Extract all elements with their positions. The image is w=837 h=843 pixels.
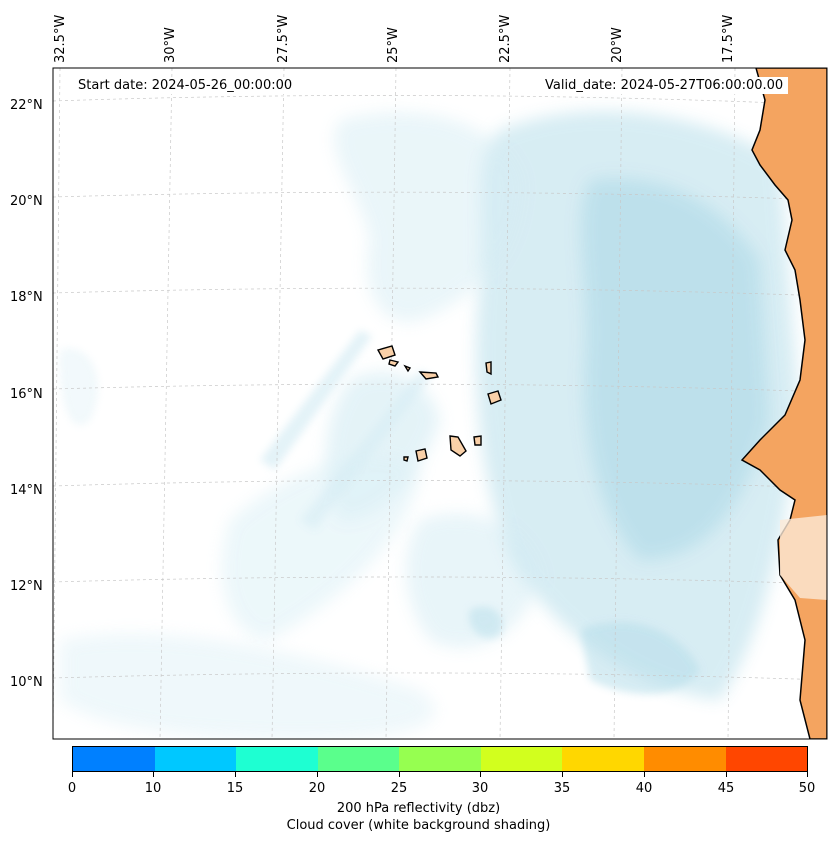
colorbar [72, 746, 808, 772]
colorbar-title: 200 hPa reflectivity (dbz) [336, 801, 501, 816]
graticule [53, 68, 827, 739]
lat-label: 10°N [10, 675, 43, 690]
lat-label: 22°N [10, 98, 43, 113]
colorbar-tick [644, 772, 645, 777]
colorbar-tick-label: 10 [144, 781, 162, 796]
lat-label: 20°N [10, 194, 43, 209]
colorbar-tick-label: 50 [798, 781, 816, 796]
colorbar-segment [725, 747, 808, 771]
lon-label: 25°W [386, 27, 401, 63]
island-brava [403, 456, 409, 462]
lon-label: 30°W [163, 27, 178, 63]
island-santiago [449, 435, 467, 457]
colorbar-tick [562, 772, 563, 777]
island-santo-antao [376, 345, 396, 360]
valid-date-label: Valid_date: 2024-05-27T06:00:00.00 [540, 77, 789, 94]
lon-label: 32.5°W [53, 14, 68, 63]
colorbar-tick-label: 20 [308, 781, 326, 796]
colorbar-tick-label: 30 [471, 781, 489, 796]
gambia-guinea-shading [780, 515, 827, 600]
lat-label: 14°N [10, 483, 43, 498]
island-boa-vista [487, 390, 502, 405]
colorbar-tick [726, 772, 727, 777]
colorbar-segment [73, 747, 155, 771]
island-sao-vicente [388, 359, 400, 367]
colorbar-segment [399, 747, 481, 771]
colorbar-tick-label: 25 [390, 781, 408, 796]
colorbar-tick [153, 772, 154, 777]
lon-label: 17.5°W [721, 14, 736, 63]
colorbar-tick-label: 35 [553, 781, 571, 796]
colorbar-tick [807, 772, 808, 777]
colorbar-segment [480, 747, 563, 771]
colorbar-segment [236, 747, 318, 771]
colorbar-tick-label: 15 [226, 781, 244, 796]
colorbar-subtitle: Cloud cover (white background shading) [286, 818, 551, 833]
colorbar-tick [480, 772, 481, 777]
island-sal [485, 361, 492, 376]
colorbar-tick [317, 772, 318, 777]
start-date-label: Start date: 2024-05-26_00:00:00 [73, 77, 298, 94]
lon-label: 22.5°W [498, 14, 513, 63]
island-santa-luzia [403, 364, 412, 373]
lat-label: 18°N [10, 290, 43, 305]
lat-label: 16°N [10, 387, 43, 402]
colorbar-segment [154, 747, 237, 771]
colorbar-segment [562, 747, 644, 771]
cloud-cover-shading [59, 111, 800, 739]
lat-label: 12°N [10, 579, 43, 594]
colorbar-segment [643, 747, 726, 771]
colorbar-tick-label: 40 [635, 781, 653, 796]
island-fogo [415, 448, 428, 462]
cape-verde-islands [376, 345, 502, 462]
colorbar-tick [235, 772, 236, 777]
colorbar-tick-label: 0 [67, 781, 77, 796]
colorbar-segment [317, 747, 400, 771]
lon-label: 27.5°W [276, 14, 291, 63]
map-frame [52, 67, 828, 740]
colorbar-tick-label: 45 [717, 781, 735, 796]
colorbar-tick [399, 772, 400, 777]
lon-label: 20°W [610, 27, 625, 63]
island-sao-nicolau [418, 371, 440, 380]
colorbar-tick [72, 772, 73, 777]
island-maio [473, 435, 482, 446]
